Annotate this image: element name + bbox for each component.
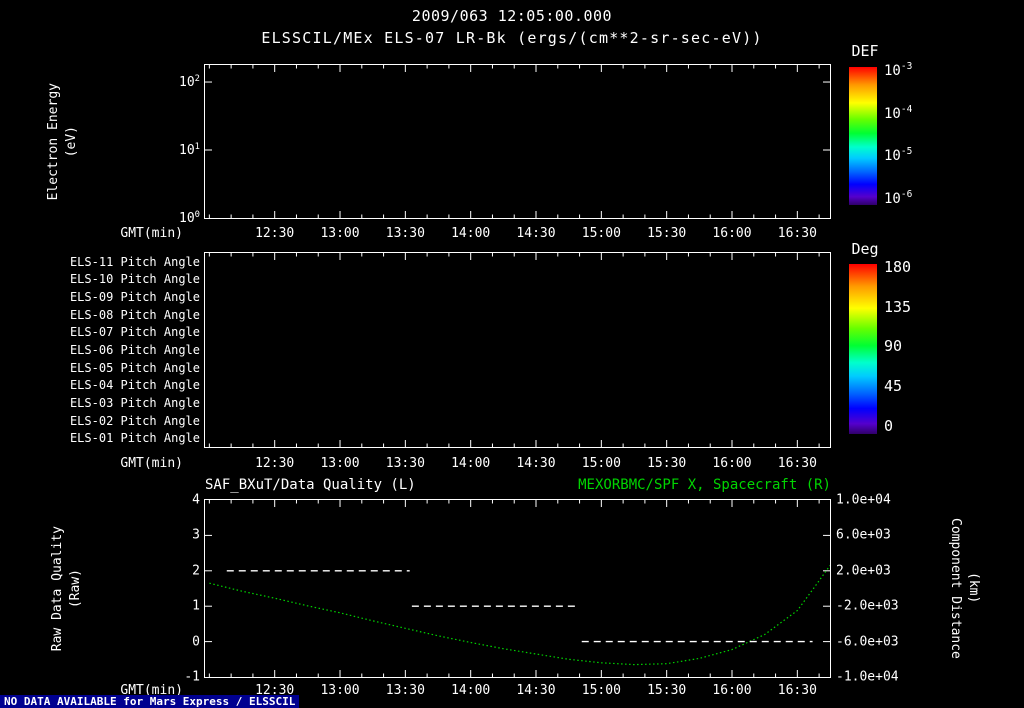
pitch-angle-panel (204, 252, 831, 448)
x-axis-ticks-row: 12:30 13:00 13:30 14:00 14:30 15:00 15:30 16:00… (205, 683, 830, 698)
deg-colorbar-labels: 180 135 90 45 0 (884, 258, 954, 435)
y-tick-label: 3 (192, 527, 200, 543)
page-title: 2009/063 12:05:00.000 (411, 7, 613, 25)
pitch-angle-plot-area (208, 253, 820, 447)
x-tick-label: 14:00 (451, 683, 491, 698)
no-data-status-message: NO DATA AVAILABLE for Mars Express / ELS… (0, 695, 300, 708)
x-tick-label: 16:00 (712, 683, 752, 698)
y-tick-label-right: -1.0e+04 (836, 669, 899, 685)
colorbar-tick-label: 0 (884, 416, 894, 435)
quality-distance-plot-area (205, 500, 830, 677)
x-tick-label: 15:30 (647, 683, 687, 698)
row-label: ELS-02 Pitch Angle (69, 413, 200, 428)
y-tick-label-right: 6.0e+03 (836, 527, 891, 543)
row-label: ELS-09 Pitch Angle (69, 290, 200, 305)
y-tick-label-right: 1.0e+04 (836, 492, 891, 508)
x-tick-label: 16:00 (712, 226, 752, 241)
colorbar-tick-label: 10-6 (884, 189, 913, 207)
y-tick-label: -1 (184, 669, 200, 685)
x-tick-label: 12:30 (255, 226, 295, 241)
x-axis-ticks-row: 12:30 13:00 13:30 14:00 14:30 15:00 15:30 16:00… (205, 456, 830, 471)
deg-colorbar (849, 264, 877, 434)
row-label: ELS-03 Pitch Angle (69, 395, 200, 410)
x-tick-label: 16:30 (777, 226, 817, 241)
x-tick-label: 14:30 (516, 456, 556, 471)
distance-axis-units: (km) (966, 572, 981, 604)
y-tick-label: 1 (192, 598, 200, 614)
x-tick-label: 13:00 (320, 456, 360, 471)
colorbar-tick-label: 10-4 (884, 103, 913, 122)
y-tick-label: 102 (179, 73, 200, 91)
y-tick-label: 2 (192, 563, 200, 579)
colorbar-tick-label: 45 (884, 376, 903, 395)
y-tick-label: 4 (192, 492, 200, 508)
energy-panel-plot-area (205, 65, 830, 218)
def-colorbar-labels: 10-3 10-4 10-5 10-6 (884, 61, 954, 207)
distance-axis-title-text: Component Distance (948, 517, 963, 659)
colorbar-tick-label: 10-3 (884, 60, 913, 79)
x-tick-label: 12:30 (255, 456, 295, 471)
pitch-angle-row-labels: ELS-11 Pitch Angle ELS-10 Pitch Angle ELS-… (0, 253, 200, 447)
colorbar-tick-label: 90 (884, 337, 903, 356)
x-tick-label: 15:00 (581, 683, 621, 698)
row-label: ELS-07 Pitch Angle (69, 325, 200, 340)
x-tick-label: 13:30 (385, 456, 425, 471)
energy-y-axis-labels: 102 101 100 (0, 65, 200, 226)
def-colorbar (849, 67, 877, 205)
spacecraft-x-curve (209, 565, 830, 666)
y-tick-label: 100 (179, 209, 200, 227)
x-tick-label: 16:00 (712, 456, 752, 471)
x-tick-label: 13:30 (385, 683, 425, 698)
y-tick-label-right: -2.0e+03 (836, 598, 899, 614)
colorbar-tick-label: 10-5 (884, 146, 913, 165)
spacecraft-series-title: MEXORBMC/SPF X, Spacecraft (R) (578, 477, 831, 493)
quality-y-axis-labels: 4 3 2 1 0 -1 (0, 493, 200, 685)
y-tick-label-right: -6.0e+03 (836, 634, 899, 650)
distance-y-axis-labels: 1.0e+04 6.0e+03 2.0e+03 -2.0e+03 -6.0e+03 -1.… (836, 493, 926, 685)
x-tick-label: 16:30 (777, 456, 817, 471)
x-tick-label: 13:00 (320, 683, 360, 698)
x-tick-label: 13:00 (320, 226, 360, 241)
x-axis-title: GMT(min) (120, 683, 183, 698)
row-label: ELS-08 Pitch Angle (69, 307, 200, 322)
x-axis-ticks-row: 12:30 13:00 13:30 14:00 14:30 15:00 15:30 16:00… (205, 226, 830, 241)
x-tick-label: 15:30 (647, 226, 687, 241)
x-axis-title: GMT(min) (120, 456, 183, 471)
plot-subtitle: ELSSCIL/MEx ELS-07 LR-Bk (ergs/(cm**2-sr… (261, 29, 763, 47)
x-axis-title: GMT(min) (120, 226, 183, 241)
colorbar-tick-label: 135 (884, 297, 912, 316)
def-colorbar-title: DEF (851, 42, 879, 60)
row-label: ELS-05 Pitch Angle (69, 360, 200, 375)
row-label: ELS-06 Pitch Angle (69, 343, 200, 357)
deg-colorbar-title: Deg (851, 240, 879, 258)
x-tick-label: 12:30 (255, 683, 295, 698)
x-tick-label: 14:00 (451, 456, 491, 471)
colorbar-tick-label: 180 (884, 258, 912, 277)
y-tick-label: 0 (192, 634, 200, 650)
quality-series-title: SAF_BXuT/Data Quality (L) (205, 477, 416, 493)
energy-spectrogram-panel (204, 64, 831, 219)
distance-axis-title: Component Distance (km) (948, 494, 981, 682)
row-label: ELS-10 Pitch Angle (69, 272, 200, 287)
y-tick-label-right: 2.0e+03 (836, 563, 891, 579)
row-label: ELS-04 Pitch Angle (69, 378, 200, 393)
x-tick-label: 16:30 (777, 683, 817, 698)
x-tick-label: 15:30 (647, 456, 687, 471)
row-label: ELS-01 Pitch Angle (69, 431, 200, 446)
row-label: ELS-11 Pitch Angle (69, 254, 200, 269)
quality-distance-panel (204, 499, 831, 678)
x-tick-label: 14:00 (451, 226, 491, 241)
x-tick-label: 15:00 (581, 456, 621, 471)
x-tick-label: 14:30 (516, 683, 556, 698)
x-tick-label: 14:30 (516, 226, 556, 241)
x-tick-label: 15:00 (581, 226, 621, 241)
x-tick-label: 13:30 (385, 226, 425, 241)
y-tick-label: 101 (179, 141, 200, 159)
